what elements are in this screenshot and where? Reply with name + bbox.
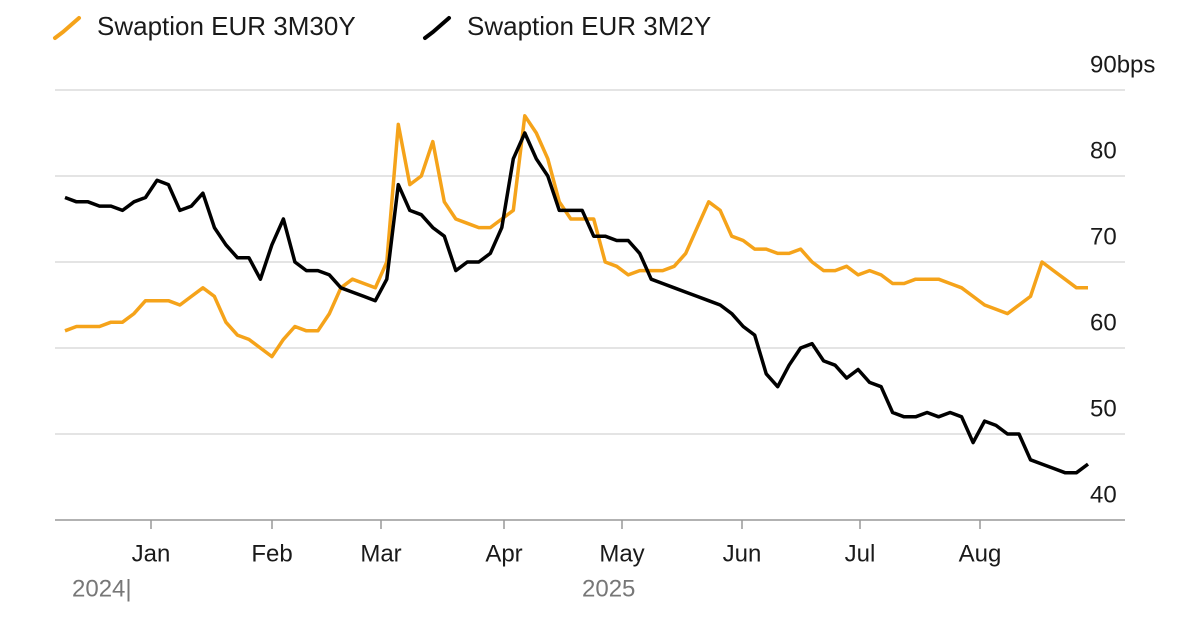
y-tick-label: 80 xyxy=(1090,137,1117,164)
y-tick-label: 50 xyxy=(1090,395,1117,422)
x-tick-label: Aug xyxy=(959,540,1002,567)
legend-label: Swaption EUR 3M2Y xyxy=(467,11,711,41)
x-tick-label: Jan xyxy=(132,540,171,567)
x-tick-label: May xyxy=(599,540,644,567)
year-label: 2025 xyxy=(582,575,635,602)
x-tick-label: Jun xyxy=(723,540,762,567)
y-tick-label: 60 xyxy=(1090,309,1117,336)
x-tick-label: Jul xyxy=(845,540,876,567)
legend-label: Swaption EUR 3M30Y xyxy=(97,11,356,41)
legend-swatch xyxy=(423,16,451,40)
x-tick-label: Feb xyxy=(251,540,292,567)
series-line xyxy=(64,131,1090,475)
y-tick-label: 40 xyxy=(1090,481,1117,508)
y-tick-label: 70 xyxy=(1090,223,1117,250)
x-tick-label: Mar xyxy=(360,540,401,567)
x-tick-label: Apr xyxy=(485,540,522,567)
legend-swatch xyxy=(53,16,81,40)
series-line xyxy=(64,114,1088,359)
y-tick-label: 90bps xyxy=(1090,51,1155,78)
year-label: 2024| xyxy=(72,575,132,602)
